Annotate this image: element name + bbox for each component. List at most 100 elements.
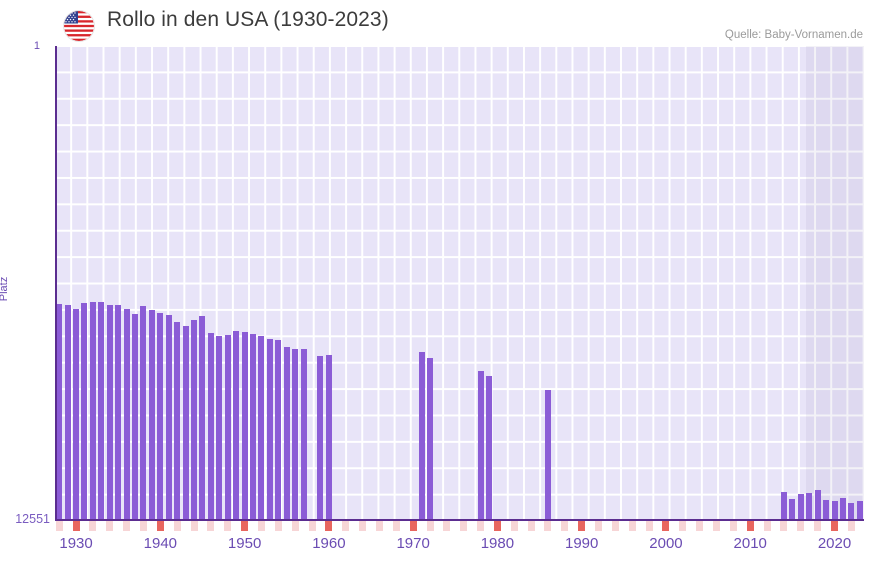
x-axis-line <box>55 519 864 521</box>
bar-1957[interactable] <box>300 349 307 520</box>
x-tick-minor <box>645 521 653 531</box>
x-tick-minor <box>443 521 451 531</box>
bar-1931[interactable] <box>81 303 88 520</box>
x-tick-2000 <box>662 521 670 531</box>
x-tick-minor <box>392 521 400 531</box>
bar-1949[interactable] <box>233 331 240 520</box>
bar-1938[interactable] <box>140 306 147 520</box>
x-tick-minor <box>527 521 535 531</box>
bar-1930[interactable] <box>73 309 80 520</box>
bar-2014[interactable] <box>780 492 787 520</box>
bar-1945[interactable] <box>199 316 206 520</box>
bar-2020[interactable] <box>831 501 838 520</box>
x-tick-1930 <box>72 521 80 531</box>
bar-1979[interactable] <box>485 376 492 520</box>
x-tick-minor <box>814 521 822 531</box>
bar-2015[interactable] <box>789 499 796 520</box>
source-label: Quelle: Baby-Vornamen.de <box>724 29 863 41</box>
bar-1934[interactable] <box>106 305 113 520</box>
plot-area <box>55 46 864 520</box>
grid-layer <box>55 46 864 520</box>
bar-2016[interactable] <box>797 494 804 520</box>
x-tick-label-1930: 1930 <box>59 535 93 552</box>
bar-1947[interactable] <box>216 336 223 520</box>
bar-1937[interactable] <box>132 314 139 520</box>
bar-1940[interactable] <box>157 313 164 520</box>
x-tick-minor <box>55 521 63 531</box>
bar-2019[interactable] <box>823 500 830 520</box>
x-tick-minor <box>89 521 97 531</box>
bar-1932[interactable] <box>89 302 96 520</box>
bar-1960[interactable] <box>325 355 332 520</box>
x-tick-minor <box>359 521 367 531</box>
x-tick-minor <box>224 521 232 531</box>
x-tick-1940 <box>156 521 164 531</box>
bar-1933[interactable] <box>98 302 105 520</box>
bar-1943[interactable] <box>182 326 189 520</box>
bar-2017[interactable] <box>806 493 813 520</box>
bar-1951[interactable] <box>250 334 257 520</box>
x-tick-minor <box>375 521 383 531</box>
x-tick-minor <box>797 521 805 531</box>
x-tick-1960 <box>325 521 333 531</box>
bars-layer <box>55 46 864 520</box>
bar-2023[interactable] <box>856 501 863 520</box>
bar-1950[interactable] <box>241 332 248 520</box>
x-tick-minor <box>561 521 569 531</box>
x-tick-label-1960: 1960 <box>312 535 346 552</box>
bar-2022[interactable] <box>848 503 855 520</box>
bar-1929[interactable] <box>64 305 71 520</box>
bar-1936[interactable] <box>123 309 130 520</box>
x-tick-minor <box>308 521 316 531</box>
x-tick-label-1990: 1990 <box>565 535 599 552</box>
x-tick-minor <box>257 521 265 531</box>
x-tick-1990 <box>578 521 586 531</box>
x-tick-minor <box>611 521 619 531</box>
y-axis-min-label: 12551 <box>15 512 50 526</box>
x-tick-minor <box>274 521 282 531</box>
x-tick-minor <box>780 521 788 531</box>
bar-1978[interactable] <box>477 371 484 520</box>
bar-1941[interactable] <box>165 315 172 520</box>
x-tick-1980 <box>493 521 501 531</box>
x-tick-minor <box>729 521 737 531</box>
x-tick-2010 <box>746 521 754 531</box>
x-tick-minor <box>510 521 518 531</box>
bar-1944[interactable] <box>191 320 198 520</box>
y-axis-title: Platz <box>0 276 10 302</box>
bar-1959[interactable] <box>317 356 324 520</box>
bar-1972[interactable] <box>427 358 433 520</box>
bar-1954[interactable] <box>275 340 282 520</box>
bar-1986[interactable] <box>544 390 551 520</box>
projection-shade-region <box>806 46 864 520</box>
x-tick-minor <box>595 521 603 531</box>
x-tick-minor <box>679 521 687 531</box>
x-tick-minor <box>544 521 552 531</box>
x-tick-minor <box>460 521 468 531</box>
x-tick-minor <box>123 521 131 531</box>
bar-1942[interactable] <box>174 322 181 520</box>
bar-1935[interactable] <box>115 305 122 520</box>
bar-1956[interactable] <box>292 349 299 520</box>
x-tick-2020 <box>831 521 838 531</box>
usa-flag-icon <box>64 11 94 41</box>
x-tick-minor <box>628 521 636 531</box>
x-tick-label-2020: 2020 <box>817 535 852 552</box>
bar-1955[interactable] <box>283 347 290 520</box>
bar-2021[interactable] <box>839 498 846 520</box>
bar-1939[interactable] <box>148 310 155 520</box>
bar-1952[interactable] <box>258 336 265 520</box>
x-tick-label-1970: 1970 <box>396 535 430 552</box>
x-tick-minor <box>139 521 147 531</box>
bar-1948[interactable] <box>224 335 231 520</box>
bar-1928[interactable] <box>56 304 63 520</box>
x-tick-minor <box>426 521 434 531</box>
chart-header: Rollo in den USA (1930-2023) Quelle: Bab… <box>0 0 873 46</box>
bar-1971[interactable] <box>418 352 425 520</box>
y-axis-line <box>55 46 57 520</box>
bar-1953[interactable] <box>266 339 273 520</box>
bar-2018[interactable] <box>814 490 821 520</box>
bar-1946[interactable] <box>207 333 214 520</box>
x-tick-label-1980: 1980 <box>480 535 515 552</box>
